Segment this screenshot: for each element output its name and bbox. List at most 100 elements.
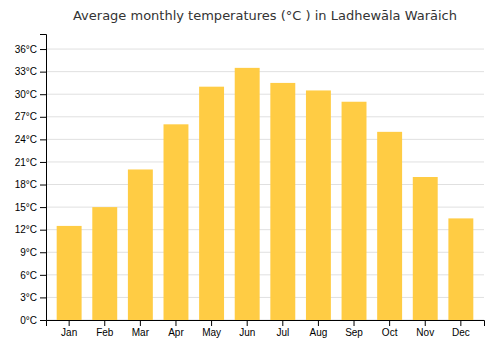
x-axis-line <box>47 321 485 327</box>
bar <box>57 226 82 320</box>
y-tick-label: 33°C <box>15 66 37 77</box>
x-tick-label: Jun <box>239 327 255 338</box>
y-tick-mark <box>40 252 46 253</box>
x-tick: Mar <box>132 320 150 338</box>
y-axis-line <box>40 35 47 321</box>
y-tick-mark <box>40 207 46 208</box>
x-tick-label: Apr <box>168 327 184 338</box>
chart-title: Average monthly temperatures (°C ) in La… <box>73 8 457 23</box>
bar <box>164 124 189 320</box>
y-tick: 12°C <box>15 224 46 235</box>
y-tick-label: 27°C <box>15 111 37 122</box>
y-axis: 0°C 3°C 6°C 9°C 12°C 15°C 18°C 21°C 24°C 27°C 30°C… <box>15 35 47 326</box>
y-tick: 33°C <box>15 66 46 77</box>
y-tick-label: 21°C <box>15 157 37 168</box>
y-tick: 30°C <box>15 89 46 100</box>
bar <box>235 68 260 320</box>
x-tick-mark <box>460 320 461 326</box>
bar <box>377 132 402 320</box>
x-tick: Jul <box>276 320 289 338</box>
y-tick: 18°C <box>15 179 46 190</box>
y-tick: 21°C <box>15 157 46 168</box>
y-tick-label: 15°C <box>15 202 37 213</box>
x-axis: Jan Feb Mar Apr May Jun Jul Aug Sep Oct Nov Dec <box>47 320 485 338</box>
bar <box>413 177 438 320</box>
y-tick-mark <box>40 185 46 186</box>
y-tick-label: 18°C <box>15 179 37 190</box>
y-tick-label: 12°C <box>15 224 37 235</box>
grid-line <box>46 71 484 72</box>
bar <box>448 218 473 320</box>
y-tick-mark <box>40 275 46 276</box>
grid-line <box>46 139 484 140</box>
chart-container: 0°C 3°C 6°C 9°C 12°C 15°C 18°C 21°C 24°C 27°C 30°C… <box>0 0 500 350</box>
y-tick-label: 6°C <box>20 270 37 281</box>
grid-line <box>46 49 484 50</box>
grid-line <box>46 161 484 162</box>
y-tick: 36°C <box>15 44 46 55</box>
y-tick-label: 24°C <box>15 134 37 145</box>
bar <box>92 207 117 320</box>
y-tick-label: 9°C <box>20 247 37 258</box>
x-tick: Aug <box>310 320 328 338</box>
x-tick-label: Feb <box>96 327 114 338</box>
x-tick-mark <box>247 320 248 326</box>
grid-line <box>46 94 484 95</box>
x-tick-mark <box>69 320 70 326</box>
x-tick-label: Sep <box>345 327 363 338</box>
x-tick: May <box>202 320 221 338</box>
x-tick: Apr <box>168 320 184 338</box>
x-tick-mark <box>175 320 176 326</box>
y-tick-label: 0°C <box>20 315 37 326</box>
x-tick-mark <box>389 320 390 326</box>
x-tick-label: Jul <box>276 327 289 338</box>
y-tick-mark <box>40 297 46 298</box>
x-tick-mark <box>318 320 319 326</box>
y-tick-label: 30°C <box>15 89 37 100</box>
y-tick-mark <box>40 139 46 140</box>
x-tick: Feb <box>96 320 114 338</box>
grid <box>46 49 484 320</box>
x-tick-mark <box>282 320 283 326</box>
x-tick-label: Oct <box>382 327 398 338</box>
y-tick: 6°C <box>20 270 46 281</box>
y-tick-mark <box>40 72 46 73</box>
y-tick: 15°C <box>15 202 46 213</box>
bar <box>128 169 153 320</box>
y-tick-label: 3°C <box>20 292 37 303</box>
x-tick-label: Jan <box>61 327 77 338</box>
y-tick-mark <box>40 320 46 321</box>
y-tick-mark <box>40 162 46 163</box>
x-tick-label: Aug <box>310 327 328 338</box>
x-tick: Sep <box>345 320 363 338</box>
chart-svg: 0°C 3°C 6°C 9°C 12°C 15°C 18°C 21°C 24°C 27°C 30°C… <box>0 0 500 350</box>
y-tick: 3°C <box>20 292 46 303</box>
y-tick-mark <box>40 230 46 231</box>
x-tick-label: Nov <box>416 327 434 338</box>
x-tick-mark <box>354 320 355 326</box>
x-tick-mark <box>211 320 212 326</box>
x-tick-label: Mar <box>132 327 150 338</box>
x-tick-label: May <box>202 327 221 338</box>
x-tick-mark <box>104 320 105 326</box>
grid-line <box>46 116 484 117</box>
y-tick: 9°C <box>20 247 46 258</box>
x-tick-label: Dec <box>452 327 470 338</box>
y-tick: 0°C <box>20 315 46 326</box>
bar <box>306 90 331 320</box>
x-tick: Dec <box>452 320 470 338</box>
bar <box>199 87 224 320</box>
bar <box>342 102 367 320</box>
y-tick-mark <box>40 117 46 118</box>
x-tick: Oct <box>382 320 398 338</box>
x-tick-mark <box>425 320 426 326</box>
y-tick-mark <box>40 49 46 50</box>
x-tick: Jun <box>239 320 255 338</box>
x-tick: Nov <box>416 320 434 338</box>
x-tick: Jan <box>61 320 77 338</box>
y-tick-label: 36°C <box>15 44 37 55</box>
bar <box>270 83 295 320</box>
plot-area <box>57 68 474 320</box>
y-tick-mark <box>40 94 46 95</box>
x-tick-mark <box>140 320 141 326</box>
